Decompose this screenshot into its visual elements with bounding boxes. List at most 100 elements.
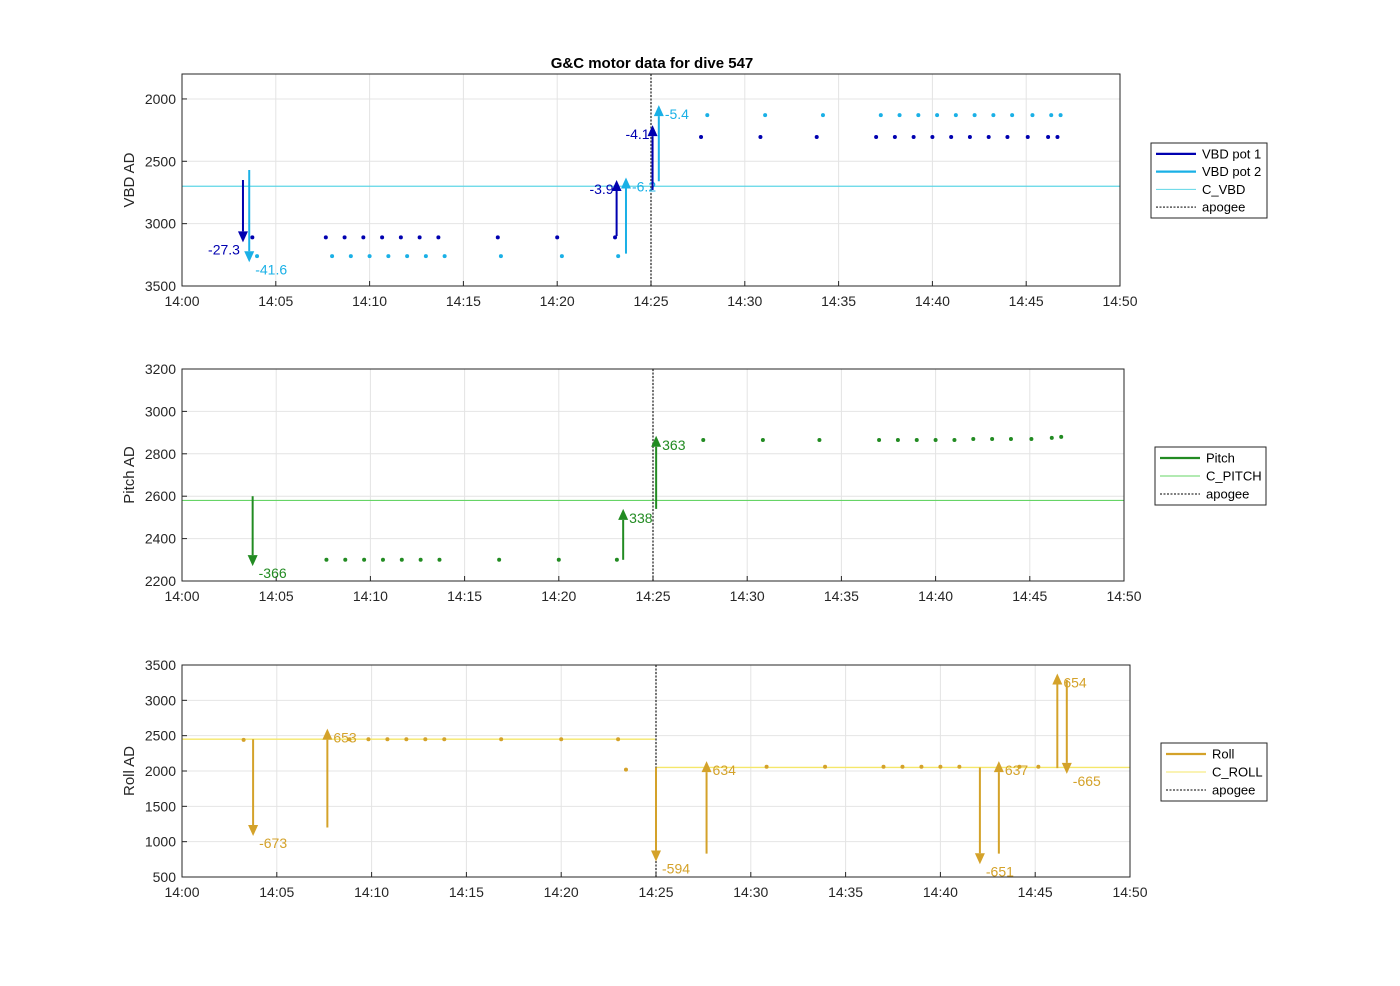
data-point — [823, 764, 828, 769]
x-tick-label: 14:05 — [259, 588, 294, 604]
data-point — [417, 235, 422, 240]
data-point — [911, 134, 916, 139]
data-point — [437, 557, 442, 562]
x-tick-label: 14:30 — [733, 884, 768, 900]
data-point — [933, 438, 938, 443]
legend-label: Roll — [1212, 747, 1235, 762]
data-point — [1049, 435, 1054, 440]
x-tick-label: 14:20 — [540, 293, 575, 309]
x-tick-label: 14:20 — [541, 588, 576, 604]
x-tick-label: 14:40 — [918, 588, 953, 604]
x-tick-label: 14:10 — [353, 588, 388, 604]
data-point — [442, 254, 447, 259]
arrow-label: -366 — [259, 565, 287, 581]
data-point — [362, 557, 367, 562]
arrow-head — [974, 853, 985, 865]
data-point — [1059, 434, 1064, 439]
arrow-label: -651 — [986, 863, 1014, 879]
data-point — [1005, 134, 1010, 139]
data-point — [935, 113, 940, 118]
x-tick-label: 14:00 — [164, 588, 199, 604]
x-tick-label: 14:35 — [828, 884, 863, 900]
data-point — [442, 737, 447, 742]
data-point — [892, 134, 897, 139]
arrow-label: -41.6 — [255, 261, 287, 277]
data-point — [1025, 134, 1030, 139]
data-point — [418, 557, 423, 562]
data-point — [623, 767, 628, 772]
data-point — [705, 113, 710, 118]
arrow-label: 654 — [1063, 674, 1087, 690]
data-point — [1008, 436, 1013, 441]
data-point — [616, 737, 621, 742]
data-point — [1058, 113, 1063, 118]
data-point — [1017, 764, 1022, 769]
arrow-head — [1052, 673, 1063, 685]
legend-label: apogee — [1202, 200, 1245, 215]
legend-label: Pitch — [1206, 451, 1235, 466]
x-tick-label: 14:25 — [633, 293, 668, 309]
data-point — [436, 235, 441, 240]
arrow-head — [653, 105, 664, 117]
data-point — [342, 235, 347, 240]
y-tick-label: 2800 — [145, 446, 176, 462]
data-point — [897, 113, 902, 118]
vbd-panel: 14:00 14:05 14:10 14:15 14:20 14:25 14:30 14:35… — [121, 73, 1268, 309]
arrow-label: -673 — [259, 835, 287, 851]
x-tick-label: 14:20 — [544, 884, 579, 900]
arrow-label: -27.3 — [208, 241, 240, 257]
x-tick-label: 14:35 — [821, 293, 856, 309]
legend-label: C_VBD — [1202, 182, 1245, 197]
data-point — [949, 134, 954, 139]
x-tick-label: 14:25 — [635, 588, 670, 604]
y-tick-label: 500 — [153, 869, 177, 885]
y-axis-label: Roll AD — [121, 746, 138, 796]
arrow-label: 363 — [662, 437, 686, 453]
arrow-head — [701, 761, 712, 773]
arrow-head — [237, 231, 248, 243]
x-tick-label: 14:15 — [449, 884, 484, 900]
arrow-label: 637 — [1005, 762, 1029, 778]
data-point — [699, 134, 704, 139]
x-tick-label: 14:15 — [447, 588, 482, 604]
data-point — [559, 254, 564, 259]
data-point — [323, 235, 328, 240]
x-tick-label: 14:50 — [1112, 884, 1147, 900]
data-point — [820, 113, 825, 118]
y-tick-label: 2500 — [145, 728, 176, 744]
data-point — [556, 557, 561, 562]
arrow-head — [611, 180, 622, 191]
arrow-label: -5.4 — [665, 106, 689, 122]
data-point — [398, 235, 403, 240]
data-point — [614, 557, 619, 562]
data-point — [1036, 764, 1041, 769]
data-point — [404, 737, 409, 742]
data-point — [498, 254, 503, 259]
legend-box — [1150, 142, 1268, 219]
y-tick-label: 2400 — [145, 531, 176, 547]
axes-frame — [181, 368, 1125, 582]
data-point — [423, 254, 428, 259]
legend-label: VBD pot 1 — [1202, 146, 1261, 161]
data-point — [1029, 436, 1034, 441]
data-point — [758, 134, 763, 139]
legend-label: apogee — [1206, 487, 1249, 502]
data-point — [616, 254, 621, 259]
x-tick-label: 14:35 — [824, 588, 859, 604]
roll-panel: 14:00 14:05 14:10 14:15 14:20 14:25 14:30 14:35… — [121, 657, 1268, 900]
data-point — [241, 737, 246, 742]
data-point — [380, 235, 385, 240]
data-point — [957, 764, 962, 769]
data-point — [874, 134, 879, 139]
arrow-head — [620, 177, 631, 189]
x-tick-label: 14:05 — [259, 884, 294, 900]
data-point — [817, 438, 822, 443]
arrow-head — [1061, 762, 1072, 774]
x-tick-label: 14:50 — [1106, 588, 1141, 604]
y-tick-label: 3500 — [145, 278, 176, 294]
arrow-head — [651, 435, 662, 447]
data-point — [760, 438, 765, 443]
arrow-label: 634 — [713, 762, 737, 778]
